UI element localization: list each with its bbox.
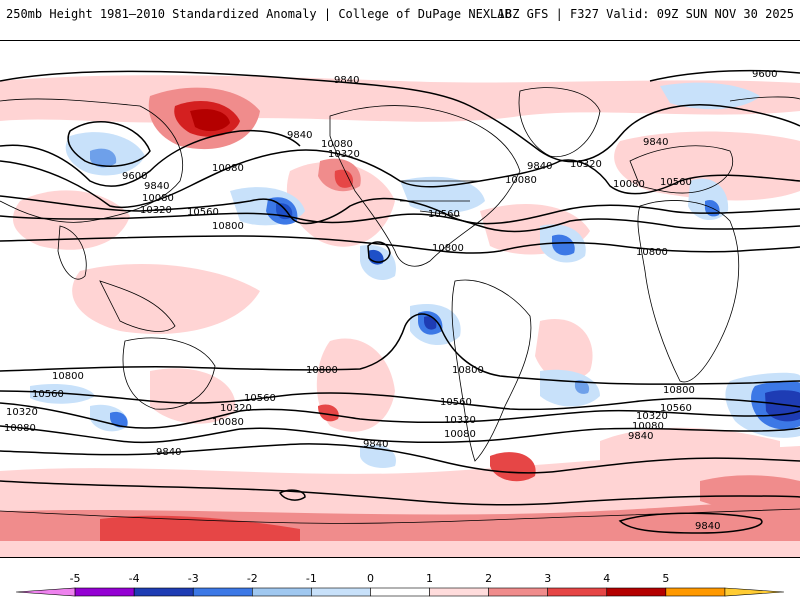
colorbar-tick-label: -5 [70, 572, 81, 585]
contour-label: 10080 [212, 417, 244, 428]
contour-label: 10320 [6, 407, 38, 418]
colorbar-tick-label: 0 [367, 572, 374, 585]
contour-label: 10800 [663, 385, 695, 396]
colorbar-swatch [665, 587, 726, 597]
contour-label: 9840 [695, 521, 720, 532]
contour-label: 9840 [363, 439, 388, 450]
colorbar-swatch [370, 587, 430, 597]
contour-label: 10320 [140, 205, 172, 216]
contour-label: 9840 [156, 447, 181, 458]
contour-label: 10080 [142, 193, 174, 204]
height-contours [0, 69, 800, 534]
contour-label: 10320 [220, 403, 252, 414]
colorbar-tick-label: -3 [188, 572, 199, 585]
colorbar-boxes [15, 587, 785, 597]
contour-label: 10320 [444, 415, 476, 426]
colorbar-swatch [192, 587, 253, 597]
contour-label: 10080 [212, 163, 244, 174]
contour-label: 9840 [628, 431, 653, 442]
contour-label: 9840 [334, 75, 359, 86]
colorbar-swatch [724, 587, 785, 597]
contour-label: 10800 [52, 371, 84, 382]
colorbar-swatch [252, 587, 312, 597]
run-info: 18Z GFS | F327 Valid: 09Z SUN NOV 30 202… [497, 7, 794, 21]
contour-label: 10320 [636, 411, 668, 422]
contour-label: 10560 [428, 209, 460, 220]
contour-label: 10560 [244, 393, 276, 404]
colorbar: -5 -4 -3 -2 -1 0 1 2 3 4 5 [0, 566, 800, 600]
contour-label: 9840 [527, 161, 552, 172]
colorbar-tick-label: -1 [306, 572, 317, 585]
contour-label: 9840 [643, 137, 668, 148]
contour-label: 10800 [432, 243, 464, 254]
contour-label: 9600 [122, 171, 147, 182]
contour-label: 10560 [660, 403, 692, 414]
contour-label: 10080 [632, 421, 664, 432]
contour-label: 10080 [444, 429, 476, 440]
colorbar-tick-label: 1 [426, 572, 433, 585]
contour-label: 10560 [440, 397, 472, 408]
contour-label: 10320 [570, 159, 602, 170]
world-map: 9600 9600 9840 9840 9840 9840 9840 9840 … [0, 41, 800, 557]
colorbar-tick-label: -4 [129, 572, 140, 585]
contour-label: 9840 [287, 130, 312, 141]
colorbar-tick-label: 5 [662, 572, 669, 585]
colorbar-tick-label: 4 [603, 572, 610, 585]
colorbar-swatch [74, 587, 135, 597]
contour-label: 10080 [613, 179, 645, 190]
colorbar-ticks: -5 -4 -3 -2 -1 0 1 2 3 4 5 [70, 572, 670, 585]
header: 250mb Height 1981–2010 Standardized Anom… [0, 0, 800, 30]
colorbar-swatch [15, 587, 76, 597]
contour-label: 10560 [32, 389, 64, 400]
contour-label: 9840 [144, 181, 169, 192]
contour-label: 10800 [452, 365, 484, 376]
contour-label: 10800 [636, 247, 668, 258]
contour-label: 10800 [306, 365, 338, 376]
contour-label: 10080 [505, 175, 537, 186]
colorbar-swatch [488, 587, 548, 597]
map-title: 250mb Height 1981–2010 Standardized Anom… [6, 7, 512, 21]
contour-label-group: 9600 9600 9840 9840 9840 9840 9840 9840 … [4, 69, 777, 532]
positive-anomaly-strong [0, 87, 800, 541]
map-panel[interactable]: 9600 9600 9840 9840 9840 9840 9840 9840 … [0, 40, 800, 558]
contour-label: 9600 [752, 69, 777, 80]
colorbar-swatch [429, 587, 489, 597]
colorbar-tick-label: 3 [544, 572, 551, 585]
colorbar-swatch [133, 587, 194, 597]
contour-label: 10560 [187, 207, 219, 218]
colorbar-swatch [547, 587, 608, 597]
colorbar-swatch [606, 587, 667, 597]
contour-label: 10560 [660, 177, 692, 188]
colorbar-tick-label: -2 [247, 572, 258, 585]
contour-label: 10800 [212, 221, 244, 232]
colorbar-swatch [311, 587, 371, 597]
contour-label: 10080 [4, 423, 36, 434]
colorbar-tick-label: 2 [485, 572, 492, 585]
contour-label: 10320 [328, 149, 360, 160]
contour-label: 10080 [321, 139, 353, 150]
